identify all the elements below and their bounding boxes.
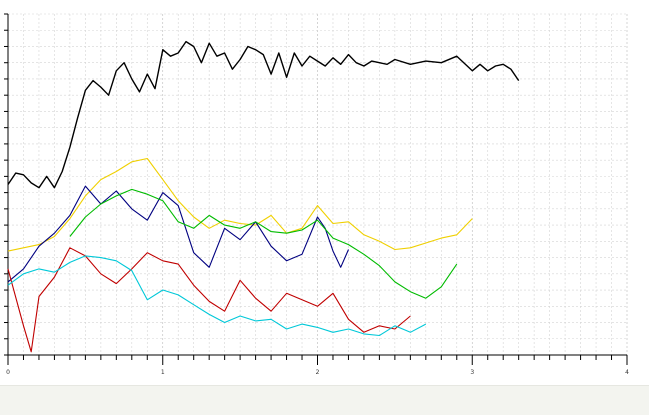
chart-window: 0 1 2 3 4 [4,13,630,376]
line-chart: 0 1 2 3 4 [4,13,629,376]
x-tick-label: 2 [316,369,320,376]
x-tick-label: 3 [470,369,474,376]
series-line-4 [69,188,458,299]
series-line-5 [7,247,411,353]
x-tick-label: 1 [161,369,165,376]
x-tick-label: 0 [6,369,10,376]
x-tick-label: 4 [625,369,629,376]
series-line-6 [7,255,427,337]
series-line-3 [7,185,350,283]
series-line-2 [7,157,473,252]
series-line-1 [7,40,520,189]
status-bar [0,385,649,415]
